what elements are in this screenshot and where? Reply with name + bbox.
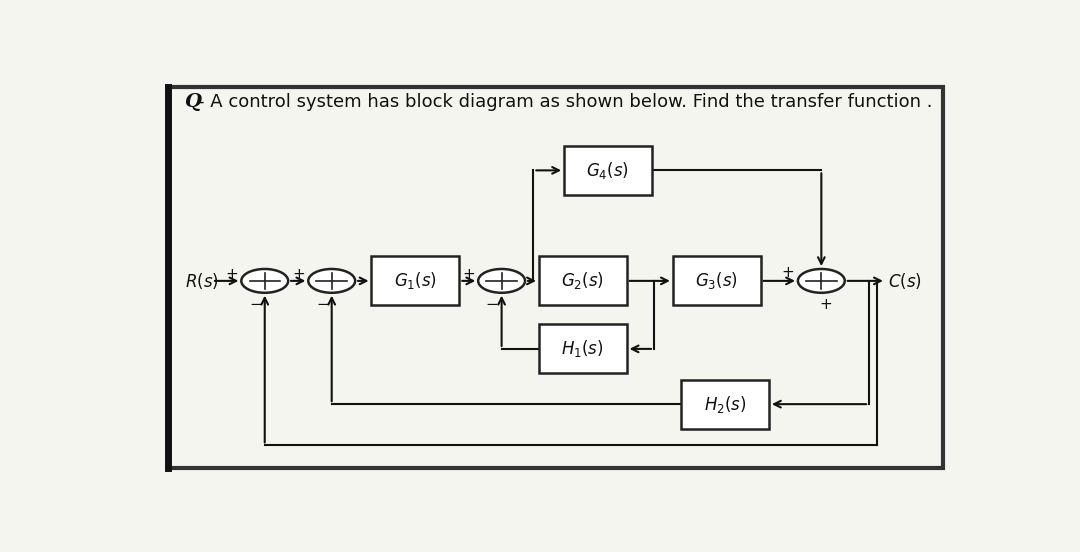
- Bar: [673, 257, 760, 305]
- Bar: [372, 257, 459, 305]
- Text: $H_2(s)$: $H_2(s)$: [704, 394, 746, 415]
- Text: +: +: [226, 267, 238, 283]
- Text: $C(s)$: $C(s)$: [889, 271, 922, 291]
- Text: +: +: [820, 297, 833, 312]
- Text: $R(s)$: $R(s)$: [186, 271, 219, 291]
- Bar: [539, 257, 626, 305]
- Circle shape: [798, 269, 845, 293]
- Text: Q: Q: [184, 93, 201, 112]
- Circle shape: [241, 269, 288, 293]
- Circle shape: [478, 269, 525, 293]
- Text: +: +: [782, 265, 795, 280]
- Bar: [564, 146, 652, 195]
- Text: $G_1(s)$: $G_1(s)$: [394, 270, 437, 291]
- Text: −: −: [249, 297, 261, 312]
- Bar: [539, 325, 626, 373]
- Circle shape: [308, 269, 355, 293]
- Text: - A control system has block diagram as shown below. Find the transfer function : - A control system has block diagram as …: [198, 93, 932, 112]
- Text: −: −: [486, 297, 499, 312]
- Text: +: +: [293, 267, 305, 283]
- Text: +: +: [462, 267, 475, 283]
- Text: $G_2(s)$: $G_2(s)$: [562, 270, 605, 291]
- Bar: [681, 380, 769, 428]
- Text: $G_4(s)$: $G_4(s)$: [586, 160, 630, 181]
- Text: $G_3(s)$: $G_3(s)$: [696, 270, 739, 291]
- Text: −: −: [316, 297, 328, 312]
- FancyBboxPatch shape: [168, 87, 943, 468]
- Text: $H_1(s)$: $H_1(s)$: [562, 338, 604, 359]
